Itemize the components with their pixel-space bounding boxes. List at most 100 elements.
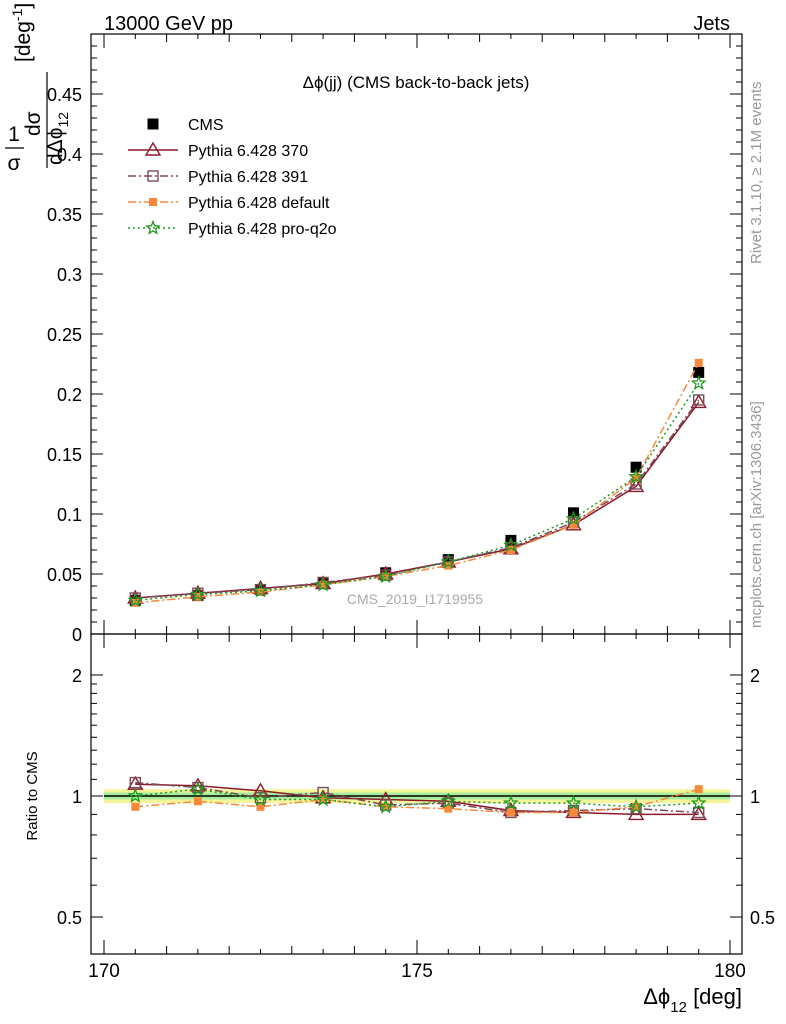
data-point (144, 141, 162, 156)
legend-label: Pythia 6.428 391 (188, 169, 308, 186)
ratio-line (135, 783, 699, 816)
ratio-y-tick-label: 2 (72, 666, 82, 686)
x-tick-label: 180 (714, 961, 746, 982)
series-cms (129, 366, 705, 606)
svg-text:σ: σ (8, 152, 21, 175)
x-tick-label: 170 (88, 961, 120, 982)
y-tick-label: 0.45 (47, 85, 82, 105)
ratio-axis-ticks (91, 634, 742, 954)
data-point (503, 536, 519, 552)
ratio-line (135, 788, 699, 808)
data-point (131, 802, 140, 811)
data-point (145, 219, 161, 235)
ratio-line (135, 781, 699, 814)
data-point (569, 808, 578, 817)
series-line (135, 399, 700, 599)
mcplots-label: mcplots.cern.ch [arXiv:1306.3436] (748, 401, 765, 628)
ratio-y-tick-label: 1 (72, 787, 82, 807)
data-point (502, 794, 519, 810)
ratio-line (135, 788, 699, 814)
data-point (127, 592, 144, 608)
data-point (694, 358, 703, 367)
data-point (444, 561, 453, 570)
x-axis-label: Δϕ12 [deg] (643, 984, 742, 1016)
x-tick-label: 175 (401, 961, 433, 982)
data-point (256, 588, 265, 596)
data-point (149, 198, 157, 206)
data-point (193, 797, 202, 806)
data-point (630, 461, 642, 473)
y-tick-label: 0.3 (57, 265, 82, 285)
y-tick-label: 0.1 (57, 505, 82, 525)
data-point (440, 792, 457, 809)
analysis-watermark: CMS_2019_I1719955 (347, 591, 483, 607)
data-point (690, 806, 707, 821)
ratio-y-tick-label: 0.5 (57, 908, 82, 928)
ratio-y-tick-label: 2 (750, 666, 760, 686)
data-point (315, 576, 331, 592)
legend-entry: Pythia 6.428 default (128, 195, 330, 212)
legend-entry: Pythia 6.428 pro-q2o (128, 219, 337, 238)
series-pythia-6-428-default (131, 358, 703, 607)
data-point (381, 802, 390, 811)
data-point (632, 474, 641, 482)
data-point (252, 782, 269, 797)
data-point (190, 586, 206, 602)
data-point (690, 394, 707, 409)
data-point (315, 791, 332, 807)
ratio-series-pythia-6-428-pro-q2o (127, 780, 707, 814)
data-point (377, 568, 394, 584)
y-tick-label: 0.15 (47, 445, 82, 465)
chart-title: Δϕ(jj) (CMS back-to-back jets) (303, 73, 530, 92)
data-point (377, 798, 394, 814)
data-point (319, 580, 328, 589)
data-point (129, 776, 142, 789)
legend-entry: Pythia 6.428 370 (128, 141, 308, 160)
data-point (693, 394, 705, 406)
y-tick-label: 0.25 (47, 325, 82, 345)
legend-entry: Pythia 6.428 391 (128, 169, 308, 186)
ratio-y-tick-label: 0.5 (750, 908, 775, 928)
header-left: 13000 GeV pp (104, 13, 233, 35)
data-point (506, 546, 515, 554)
svg-text:[deg-1]: [deg-1] (9, 3, 35, 62)
y-tick-label: 0.2 (57, 385, 82, 405)
data-point (565, 510, 582, 526)
data-point (506, 808, 515, 817)
y-tick-label: 0.4 (57, 145, 82, 165)
ratio-series-group (127, 775, 707, 821)
data-point (628, 468, 644, 484)
legend: CMS Pythia 6.428 370 Pythia 6.428 391 Pythi… (128, 117, 337, 238)
data-point (256, 802, 265, 811)
main-y-tick-labels: 0 0.05 0.1 0.15 0.2 0.25 0.3 0.35 0.4 0.45 (47, 85, 82, 645)
x-tick-labels: 170 175 180 (88, 961, 746, 982)
data-point (127, 787, 144, 803)
ratio-y-tick-label: 1 (750, 787, 760, 807)
data-point (440, 553, 457, 569)
series-pythia-6-428-pro-q2o (127, 374, 707, 608)
legend-label: CMS (188, 117, 224, 134)
svg-text:dσ: dσ (22, 111, 45, 136)
header-right: Jets (693, 13, 730, 35)
y-tick-label: 0 (72, 625, 82, 645)
data-point (569, 520, 578, 529)
data-point (565, 794, 582, 810)
svg-text:1: 1 (8, 123, 20, 146)
main-series-group (127, 358, 707, 608)
main-axis-ticks (91, 34, 742, 635)
legend-label: Pythia 6.428 370 (188, 143, 308, 160)
legend-label: Pythia 6.428 pro-q2o (188, 221, 337, 238)
series-pythia-6-428-370 (127, 394, 707, 604)
rivet-label: Rivet 3.1.10, ≥ 2.1M events (748, 82, 765, 265)
data-point (252, 582, 269, 598)
data-point (319, 795, 328, 804)
legend-entry: CMS (147, 117, 224, 134)
data-point (690, 374, 707, 390)
y-tick-label: 0.35 (47, 205, 82, 225)
data-point (252, 791, 269, 807)
y-tick-label: 0.05 (47, 565, 82, 585)
data-point (147, 118, 159, 130)
data-point (442, 554, 454, 566)
series-line (135, 362, 700, 604)
